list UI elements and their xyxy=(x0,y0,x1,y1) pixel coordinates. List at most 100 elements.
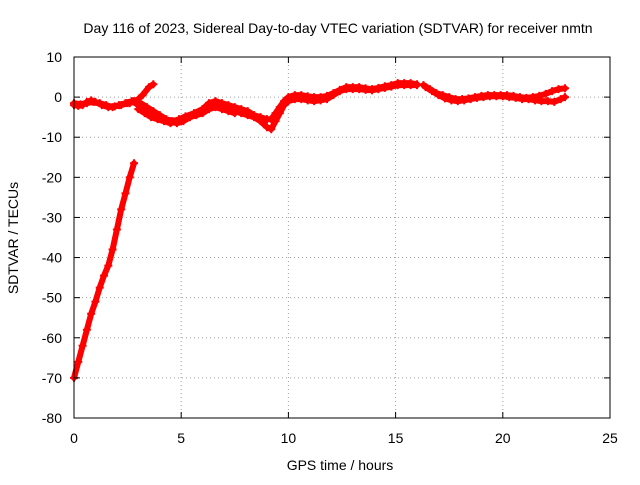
x-tick-label: 5 xyxy=(177,430,185,446)
data-point xyxy=(127,97,136,106)
data-point xyxy=(153,115,162,124)
series-track-late-b xyxy=(421,83,569,106)
data-point xyxy=(524,95,533,104)
tick-layer: 0 5 10 15 20 25 -80 -70 -60 -50 -40 -30 -20 -10 0 10 xyxy=(42,49,618,446)
data-point xyxy=(224,107,233,116)
data-point xyxy=(440,94,449,103)
data-point xyxy=(211,103,220,112)
data-point xyxy=(134,105,143,114)
data-point xyxy=(95,99,104,108)
y-tick-label: -60 xyxy=(42,330,62,346)
data-point xyxy=(104,261,113,270)
plot-frame xyxy=(73,56,611,419)
data-point xyxy=(297,95,306,104)
data-point xyxy=(560,84,569,93)
data-point xyxy=(560,93,569,102)
y-tick-label: -30 xyxy=(42,209,62,225)
series-layer xyxy=(70,79,569,382)
data-point xyxy=(125,173,134,182)
data-point xyxy=(267,125,276,134)
data-point xyxy=(329,91,338,100)
data-point xyxy=(205,105,214,114)
data-point xyxy=(108,245,117,254)
data-point xyxy=(556,95,565,104)
data-point xyxy=(250,113,259,122)
y-tick-label: 0 xyxy=(54,89,62,105)
data-point xyxy=(548,87,557,96)
data-point xyxy=(284,97,293,106)
data-point xyxy=(511,93,520,102)
data-point xyxy=(91,297,100,306)
data-point xyxy=(115,101,124,110)
x-tick-label: 0 xyxy=(70,430,78,446)
y-tick-label: -80 xyxy=(42,410,62,426)
data-point xyxy=(179,115,188,124)
data-point xyxy=(112,225,121,234)
data-point xyxy=(160,117,169,126)
data-point xyxy=(217,105,226,114)
grid-layer xyxy=(74,57,610,418)
data-point xyxy=(275,109,284,118)
data-point xyxy=(192,111,201,120)
y-axis-label: SDTVAR / TECUs xyxy=(5,182,21,294)
data-point xyxy=(550,97,559,106)
x-tick-label: 20 xyxy=(495,430,511,446)
data-point xyxy=(140,109,149,118)
data-point xyxy=(280,101,289,110)
data-point xyxy=(466,95,475,104)
data-point xyxy=(460,96,469,105)
data-point xyxy=(108,103,117,112)
data-point xyxy=(256,117,265,126)
y-tick-label: -70 xyxy=(42,370,62,386)
data-point xyxy=(121,189,130,198)
series-steep-rise xyxy=(70,159,139,382)
chart-title: Day 116 of 2023, Sidereal Day-to-day VTE… xyxy=(83,20,592,36)
data-point xyxy=(374,85,383,94)
data-point xyxy=(89,97,98,106)
data-point xyxy=(262,123,271,132)
data-point xyxy=(121,99,130,108)
data-point xyxy=(434,91,443,100)
data-point xyxy=(185,113,194,122)
x-tick-label: 15 xyxy=(388,430,404,446)
y-tick-label: 10 xyxy=(46,49,62,65)
data-point xyxy=(387,82,396,91)
data-point xyxy=(87,309,96,318)
data-point xyxy=(335,87,344,96)
data-point xyxy=(100,271,109,280)
x-tick-label: 25 xyxy=(602,430,618,446)
data-point xyxy=(421,83,430,92)
data-point xyxy=(541,89,550,98)
data-point xyxy=(368,86,377,95)
x-axis-label: GPS time / hours xyxy=(287,457,394,473)
data-point xyxy=(102,101,111,110)
data-point xyxy=(149,80,158,89)
data-point xyxy=(117,205,126,214)
data-point xyxy=(147,113,156,122)
data-point xyxy=(82,99,91,108)
data-point xyxy=(138,91,147,100)
data-point xyxy=(271,117,280,126)
series-track-c xyxy=(134,103,239,128)
data-point xyxy=(172,117,181,126)
data-point xyxy=(322,95,331,104)
data-point xyxy=(380,83,389,92)
x-tick-label: 10 xyxy=(281,430,297,446)
y-tick-label: -50 xyxy=(42,290,62,306)
data-point xyxy=(78,341,87,350)
data-point xyxy=(316,96,325,105)
data-point xyxy=(82,325,91,334)
data-point xyxy=(95,283,104,292)
y-tick-label: -20 xyxy=(42,169,62,185)
data-point xyxy=(166,119,175,128)
y-tick-label: -10 xyxy=(42,129,62,145)
data-point xyxy=(428,87,437,96)
data-point xyxy=(76,100,85,109)
data-point xyxy=(74,357,83,366)
data-point xyxy=(230,109,239,118)
data-point xyxy=(130,159,139,168)
data-point xyxy=(198,109,207,118)
